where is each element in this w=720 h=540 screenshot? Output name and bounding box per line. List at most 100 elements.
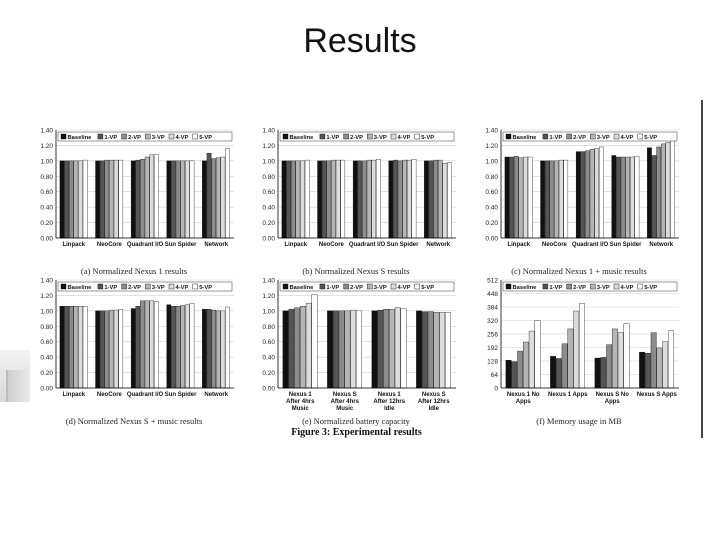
bar-4-vp-sun-spider	[185, 304, 190, 389]
chart-panel-d: 0.00 0.20 0.40 0.60 0.80 1.00 1.20 1.40 Linpack N…	[30, 276, 238, 428]
bar-4-vp-linpack	[523, 156, 528, 239]
legend-swatch-baseline	[505, 283, 512, 290]
bar-5-vp-linpack	[82, 306, 88, 389]
x-tick-label-line: NeoCore	[542, 242, 568, 248]
y-tick-label: 0.80	[262, 324, 275, 331]
bar-3-vp-nexus-s-after-12hrs-idle	[433, 312, 440, 389]
bar-1-vp-nexus-1-no-apps	[511, 361, 518, 389]
bar-1-vp-network	[428, 160, 434, 239]
chart-c-svg: 0.00 0.20 0.40 0.60 0.80 1.00 1.20 1.40 Linpack N…	[485, 128, 679, 248]
bar-3-vp-network	[216, 157, 221, 239]
x-tick-label: Nexus S After 4hrs Music	[331, 392, 360, 412]
bar-2-vp-neocore	[549, 160, 555, 239]
bar-baseline-linpack	[59, 160, 65, 239]
legend-label-5-vp: 5-VP	[199, 135, 212, 141]
bar-baseline-nexus-s-after-12hrs-idle	[416, 310, 422, 389]
bar-3-vp-nexus-s-after-4hrs-music	[344, 310, 351, 389]
legend-swatch-3-vp	[145, 283, 151, 290]
bar-3-vp-sun-spider	[402, 159, 408, 239]
y-tick-label: 1.40	[40, 128, 53, 135]
legend-label-1-vp: 1-VP	[104, 285, 117, 291]
x-tick-label: Network	[204, 392, 228, 398]
x-tick-label-line: Sun Spider	[165, 242, 197, 248]
bar-baseline-network	[424, 160, 429, 239]
chart-f-caption: (f) Memory usage in MB	[536, 416, 622, 426]
bar-baseline-neocore	[95, 310, 100, 389]
x-tick-label-line: NeoCore	[97, 242, 123, 248]
bar-baseline-network	[202, 160, 207, 239]
bar-2-vp-quadrant-i-o	[362, 160, 367, 239]
y-tick-label: 1.00	[262, 158, 275, 165]
bar-baseline-quadrant-i-o	[352, 160, 358, 239]
legend-label-5-vp: 5-VP	[421, 135, 434, 141]
bar-5-vp-network	[447, 162, 452, 239]
bar-2-vp-neocore	[104, 159, 110, 239]
x-tick-label-line: Idle	[429, 406, 440, 412]
x-tick-label: Quadrant I/O	[349, 242, 386, 248]
y-tick-label: 1.40	[40, 278, 53, 285]
bar-5-vp-nexus-s-after-12hrs-idle	[445, 312, 451, 389]
bar-5-vp-sun-spider	[189, 302, 195, 389]
legend-label-baseline: Baseline	[68, 285, 93, 291]
bar-2-vp-linpack	[68, 306, 74, 389]
legend-label-2-vp: 2-VP	[573, 135, 586, 141]
bar-1-vp-quadrant-i-o	[357, 160, 363, 239]
chart-d-caption: (d) Normalized Nexus S + music results	[65, 416, 203, 426]
y-tick-label: 0.20	[485, 220, 498, 227]
y-tick-label: 0.00	[485, 236, 498, 243]
bar-5-vp-nexus-1-after-12hrs-idle	[400, 308, 407, 389]
x-tick-label-line: Nexus 1 No	[507, 392, 540, 398]
bar-5-vp-quadrant-i-o	[154, 154, 159, 239]
bar-3-vp-nexus-s-no-apps	[612, 328, 618, 389]
legend-swatch-baseline	[60, 133, 67, 140]
bar-baseline-neocore	[317, 160, 322, 239]
x-tick-label-line: Nexus S Apps	[637, 392, 678, 398]
x-tick-label: Network	[426, 242, 450, 248]
y-tick-label: 0.40	[40, 205, 53, 212]
x-tick-label-line: Network	[426, 242, 450, 248]
y-tick-label: 0.80	[262, 174, 275, 181]
chart-e-caption: (e) Normalized battery capacity	[302, 416, 410, 426]
bar-5-vp-linpack	[304, 159, 310, 239]
x-tick-label: Linpack	[507, 242, 530, 248]
bar-baseline-linpack	[281, 160, 287, 239]
legend-box	[57, 131, 233, 142]
bar-4-vp-quadrant-i-o	[149, 300, 155, 389]
legend-label-2-vp: 2-VP	[128, 285, 141, 291]
bar-3-vp-quadrant-i-o	[589, 149, 595, 239]
legend-swatch-5-vp	[192, 133, 198, 140]
y-tick-label: 0.40	[262, 355, 275, 362]
x-tick-label-line: Nexus S No	[596, 392, 630, 398]
bar-baseline-nexus-1-after-4hrs-music	[282, 310, 289, 389]
legend: Baseline 1-VP 2-VP 3-VP 4-VP 5-VP	[57, 131, 233, 142]
legend-box	[279, 131, 455, 142]
legend-swatch-2-vp	[566, 283, 572, 290]
y-tick-label: 0.60	[262, 339, 275, 346]
bar-5-vp-quadrant-i-o	[376, 159, 381, 239]
y-tick-label: 0.20	[40, 370, 53, 377]
x-tick-label: Linpack	[62, 392, 85, 398]
bar-2-vp-nexus-1-apps	[561, 343, 568, 389]
y-tick-label: 1.40	[262, 278, 275, 285]
bar-1-vp-network	[651, 155, 657, 239]
y-tick-label: 0.00	[262, 236, 275, 243]
x-tick-label-line: Sun Spider	[610, 242, 642, 248]
bar-3-vp-network	[216, 310, 221, 389]
bar-5-vp-network	[225, 306, 230, 389]
bar-baseline-sun-spider	[166, 160, 172, 239]
bar-4-vp-network	[442, 162, 448, 239]
bar-5-vp-nexus-1-apps	[579, 303, 585, 389]
chart-panel-c: 0.00 0.20 0.40 0.60 0.80 1.00 1.20 1.40 Linpack N…	[475, 126, 683, 278]
y-tick-label: 0.20	[262, 220, 275, 227]
legend-label-3-vp: 3-VP	[374, 285, 387, 291]
legend-swatch-2-vp	[566, 133, 572, 140]
bar-2-vp-sun-spider	[620, 156, 626, 239]
bar-3-vp-neocore	[331, 159, 336, 239]
legend-label-baseline: Baseline	[290, 135, 315, 141]
bar-1-vp-nexus-s-after-12hrs-idle	[422, 311, 428, 389]
x-tick-label-line: Linpack	[284, 242, 307, 248]
y-tick-label: 0.60	[262, 189, 275, 196]
bar-2-vp-sun-spider	[175, 160, 181, 239]
